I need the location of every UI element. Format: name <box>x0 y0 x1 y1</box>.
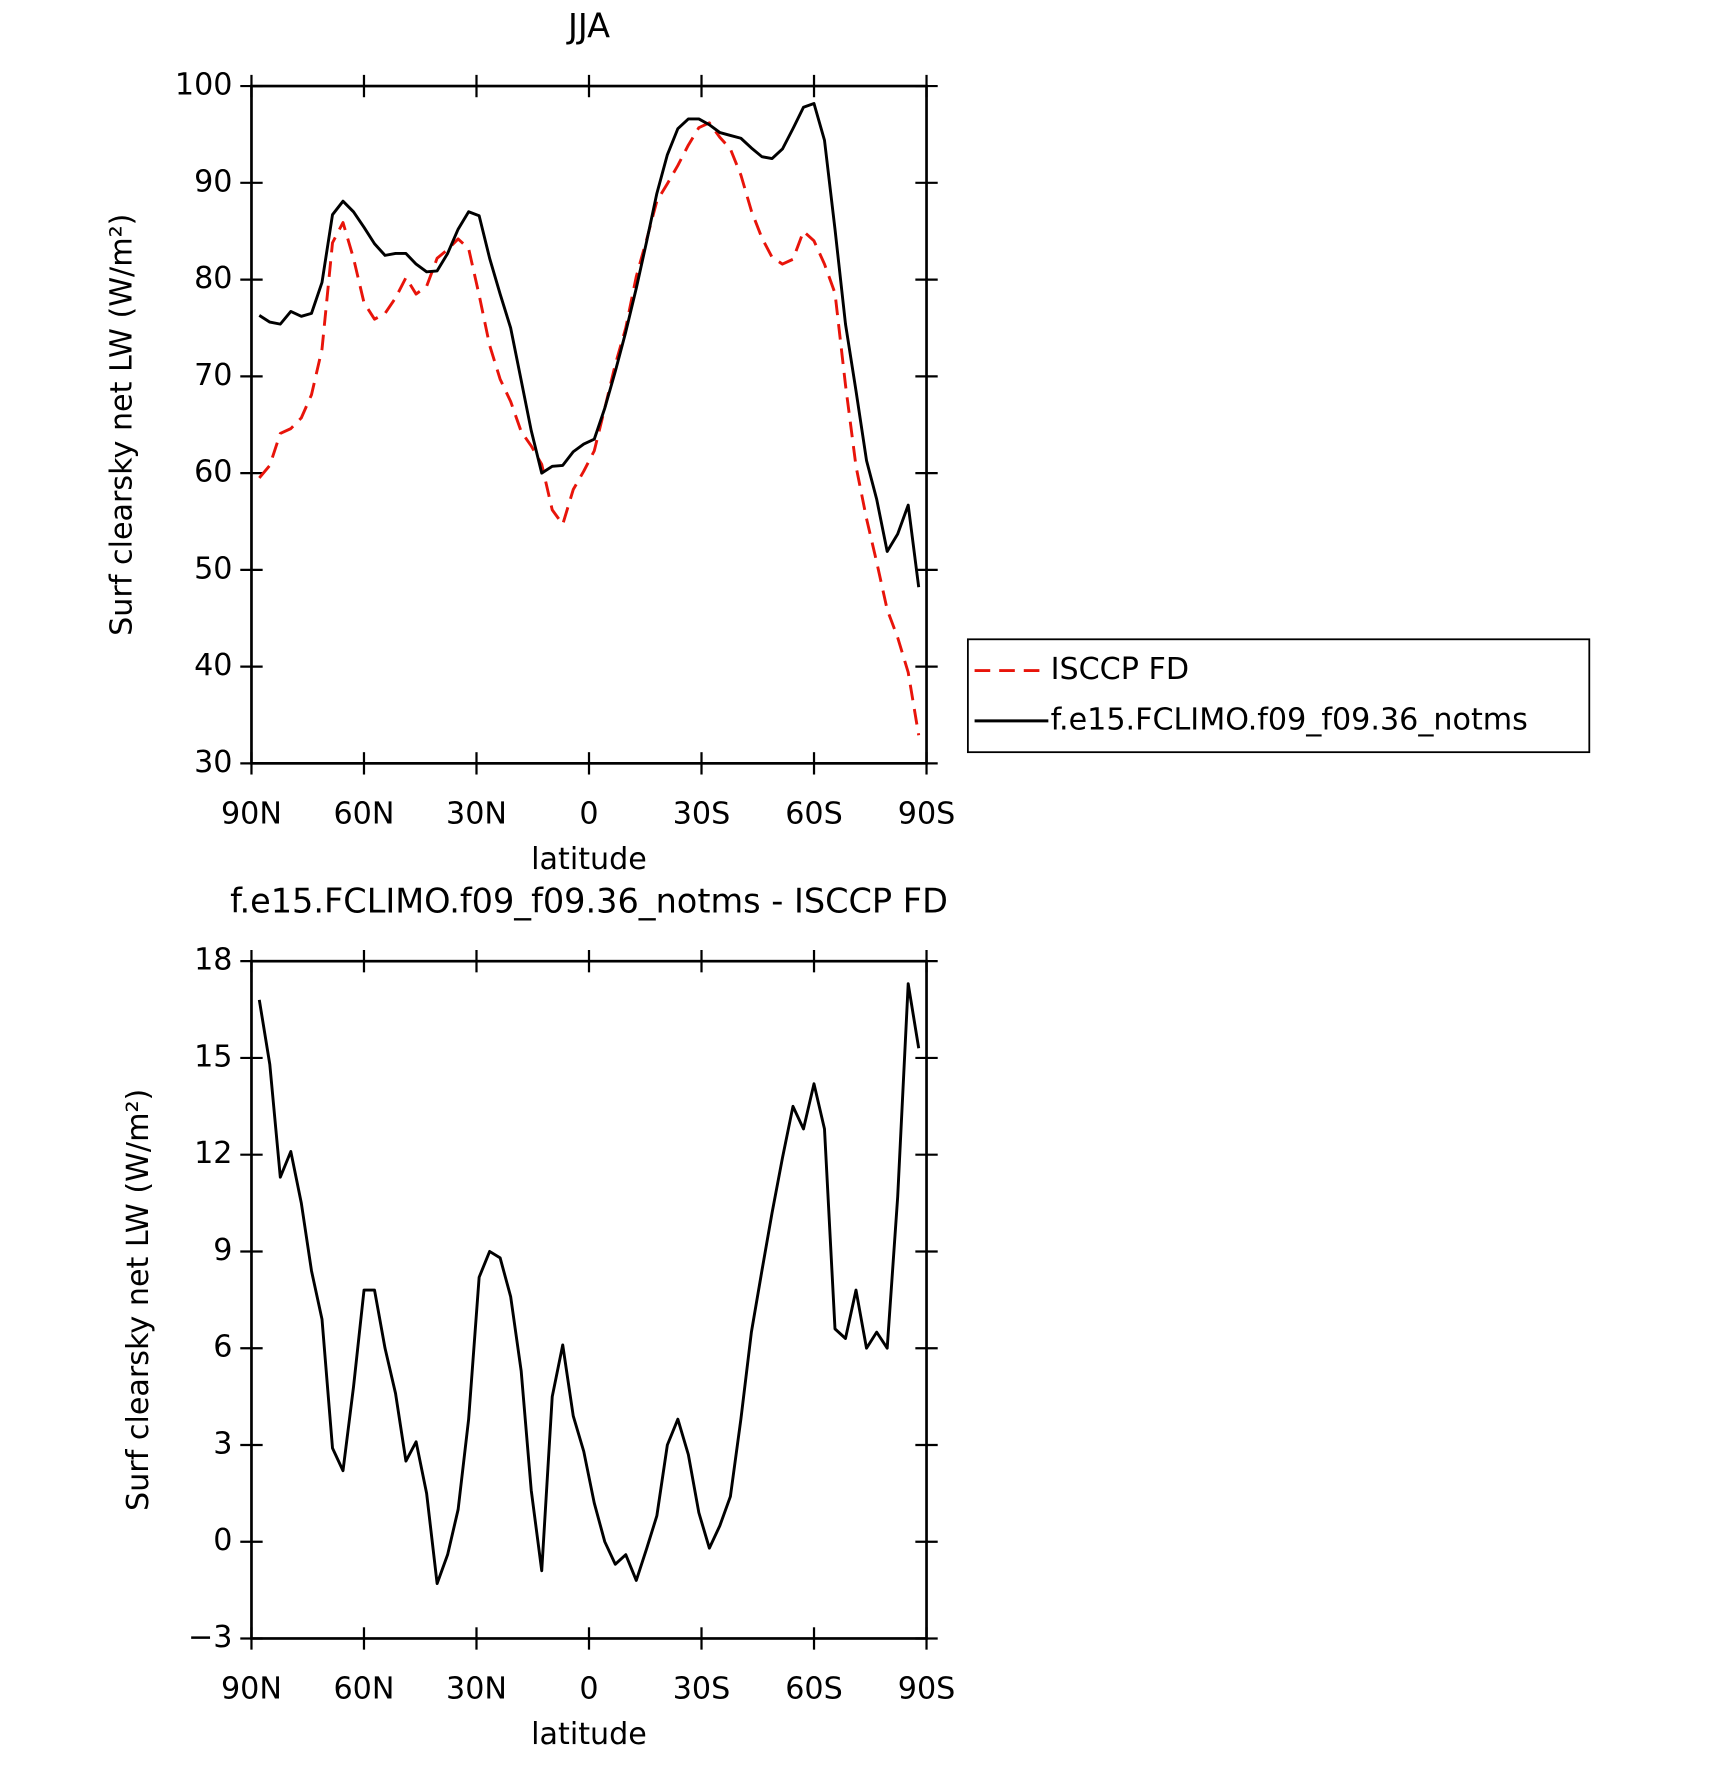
y-tick-label: −3 <box>188 1620 232 1655</box>
y-axis-label: Surf clearsky net LW (W/m²) <box>121 1089 156 1511</box>
x-tick-label: 60N <box>334 796 395 831</box>
x-tick-label: 30S <box>673 796 731 831</box>
plot-frame <box>250 84 928 765</box>
x-tick-label: 90N <box>221 1671 282 1706</box>
y-tick-label: 60 <box>194 455 232 490</box>
x-tick-label: 60S <box>785 796 843 831</box>
x-axis-label: latitude <box>531 1717 647 1752</box>
legend-label: ISCCP FD <box>1051 652 1190 687</box>
y-tick-label: 70 <box>194 358 232 393</box>
x-tick-label: 90N <box>221 796 282 831</box>
y-tick-label: 100 <box>175 68 233 103</box>
chart-title: JJA <box>566 6 610 45</box>
legend-box <box>966 638 1591 754</box>
x-tick-label: 60S <box>785 1671 843 1706</box>
data-line <box>258 121 921 736</box>
y-tick-label: 90 <box>194 164 232 199</box>
y-tick-label: 6 <box>213 1330 232 1365</box>
x-tick-label: 0 <box>579 1671 598 1706</box>
y-tick-label: 40 <box>194 648 232 683</box>
y-tick-label: 9 <box>213 1233 232 1268</box>
x-tick-label: 0 <box>579 796 598 831</box>
legend-label: f.e15.FCLIMO.f09_f09.36_notms <box>1051 702 1528 737</box>
x-tick-label: 30N <box>446 1671 507 1706</box>
x-tick-label: 30N <box>446 796 507 831</box>
y-tick-label: 80 <box>194 261 232 296</box>
x-tick-label: 30S <box>673 1671 731 1706</box>
y-tick-label: 3 <box>213 1426 232 1461</box>
y-tick-label: 30 <box>194 745 232 780</box>
x-tick-label: 90S <box>898 796 956 831</box>
y-axis-label: Surf clearsky net LW (W/m²) <box>104 214 139 636</box>
x-tick-label: 60N <box>334 1671 395 1706</box>
y-tick-label: 0 <box>213 1523 232 1558</box>
data-line <box>257 982 921 1586</box>
plot-frame <box>250 959 928 1640</box>
chart-title: f.e15.FCLIMO.f09_f09.36_notms - ISCCP FD <box>230 882 948 921</box>
y-tick-label: 50 <box>194 551 232 586</box>
y-tick-label: 12 <box>194 1136 232 1171</box>
y-tick-label: 15 <box>194 1039 232 1074</box>
x-tick-label: 90S <box>898 1671 956 1706</box>
y-tick-label: 18 <box>194 943 232 978</box>
data-line <box>258 102 921 588</box>
x-axis-label: latitude <box>531 842 647 877</box>
